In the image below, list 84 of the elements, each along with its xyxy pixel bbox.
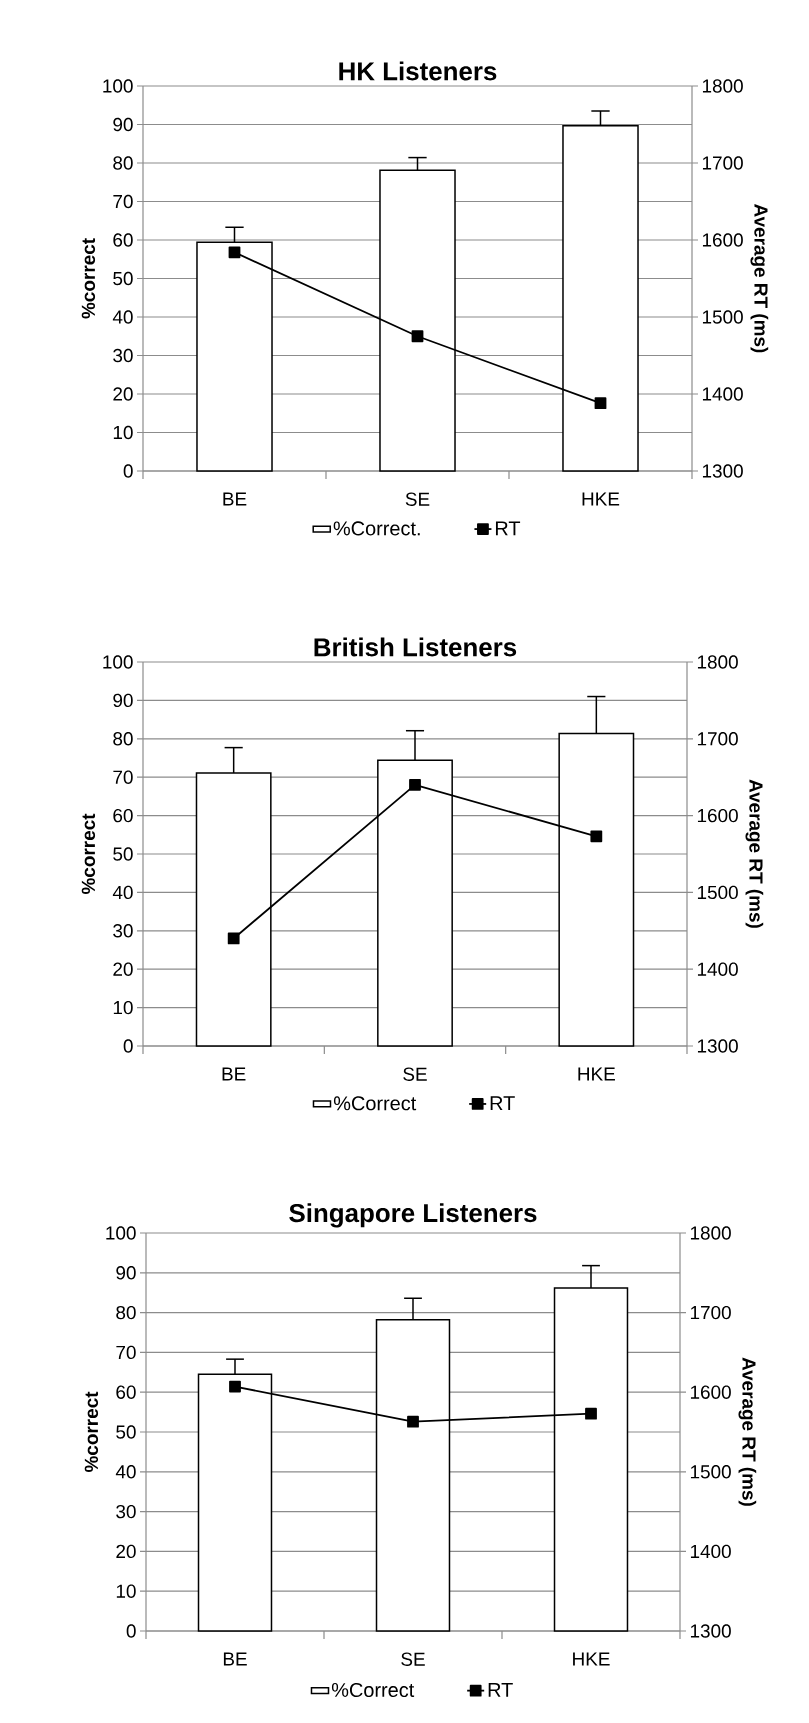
y-tick-label: 0: [123, 1039, 133, 1053]
y-tick-label: 40: [115, 1465, 136, 1479]
y-tick-label: 50: [113, 271, 133, 286]
y2-tick-label: 1800: [690, 1226, 731, 1240]
y2-axis-title: Average RT (ms): [745, 779, 764, 928]
legend-label: RT: [490, 1096, 515, 1111]
point: [407, 1415, 419, 1428]
y-tick-label: 40: [112, 310, 133, 324]
point: [590, 830, 603, 843]
y-axis-title: %correct: [81, 238, 96, 319]
chart-title: Singapore Listeners: [289, 1203, 537, 1228]
legend-label: RT: [495, 521, 521, 536]
legend-label: %Correct.: [333, 521, 420, 536]
y-tick-label: 100: [103, 79, 133, 93]
x-tick-label: BE: [222, 1067, 246, 1081]
y-tick-label: 90: [116, 1266, 136, 1280]
y2-axis-title: Average RT (ms): [750, 204, 769, 353]
y-tick-label: 20: [113, 387, 133, 401]
y-tick-label: 80: [116, 1305, 136, 1320]
y-tick-label: 90: [113, 117, 133, 132]
y-axis-title: %correct: [84, 1391, 99, 1473]
y-tick-label: 20: [116, 1544, 136, 1559]
y2-tick-label: 1700: [702, 156, 743, 170]
y-tick-label: 10: [113, 425, 133, 440]
legend-label: %Correct: [331, 1682, 415, 1698]
point: [585, 1407, 597, 1420]
y-tick-label: 30: [116, 1504, 136, 1519]
y-tick-label: 20: [113, 962, 133, 976]
y-tick-label: 80: [113, 732, 133, 746]
y2-tick-label: 1800: [697, 655, 738, 669]
y2-tick-label: 1500: [702, 310, 743, 324]
y2-tick-label: 1400: [702, 387, 743, 401]
chart-title: British Listeners: [314, 637, 517, 657]
y2-axis-title: Average RT (ms): [738, 1357, 757, 1506]
y-tick-label: 0: [123, 464, 133, 478]
y-tick-label: 100: [103, 655, 133, 669]
x-tick-label: HKE: [582, 492, 620, 506]
y-tick-label: 30: [113, 348, 133, 363]
y-tick-label: 50: [116, 1425, 136, 1439]
x-tick-label: BE: [223, 492, 247, 506]
y-tick-label: 60: [113, 808, 133, 823]
x-tick-label: SE: [403, 1067, 427, 1081]
y-tick-label: 90: [113, 693, 133, 708]
y-tick-label: 50: [113, 847, 133, 861]
x-tick-label: SE: [401, 1652, 425, 1666]
y2-tick-label: 1300: [690, 1624, 731, 1638]
y2-tick-label: 1800: [702, 79, 743, 93]
y2-tick-label: 1600: [690, 1385, 731, 1399]
y2-tick-label: 1400: [690, 1544, 731, 1559]
y-tick-label: 70: [113, 194, 133, 209]
legend-label: %Correct: [333, 1096, 417, 1111]
y-tick-label: 100: [106, 1226, 136, 1240]
y2-tick-label: 1700: [697, 732, 738, 746]
y-tick-label: 60: [113, 233, 133, 247]
point: [228, 246, 241, 259]
x-tick-label: HKE: [573, 1652, 610, 1666]
point: [409, 778, 421, 791]
y2-tick-label: 1600: [697, 808, 738, 823]
y-tick-label: 80: [113, 156, 133, 170]
y-tick-label: 70: [113, 770, 133, 784]
y2-tick-label: 1500: [697, 885, 738, 900]
point: [411, 330, 424, 343]
y-tick-label: 40: [112, 885, 133, 900]
point: [594, 397, 607, 410]
chart-title: HK Listeners: [339, 61, 497, 81]
y2-tick-label: 1300: [702, 464, 743, 478]
x-tick-label: HKE: [578, 1067, 615, 1081]
y-tick-label: 60: [116, 1385, 136, 1399]
y-tick-label: 10: [116, 1584, 136, 1598]
y-tick-label: 0: [126, 1624, 136, 1638]
y-tick-label: 10: [113, 1000, 133, 1015]
y2-tick-label: 1500: [690, 1465, 731, 1479]
x-tick-label: BE: [223, 1652, 247, 1666]
x-tick-label: SE: [405, 492, 430, 506]
y2-tick-label: 1400: [697, 962, 738, 976]
point: [229, 1380, 241, 1393]
y2-tick-label: 1300: [697, 1039, 738, 1053]
y-tick-label: 70: [116, 1345, 136, 1360]
y-axis-title: %correct: [81, 813, 96, 895]
point: [227, 932, 240, 945]
legend-label: RT: [488, 1683, 513, 1697]
y2-tick-label: 1600: [702, 233, 743, 247]
y-tick-label: 30: [113, 924, 133, 938]
y2-tick-label: 1700: [690, 1305, 731, 1320]
